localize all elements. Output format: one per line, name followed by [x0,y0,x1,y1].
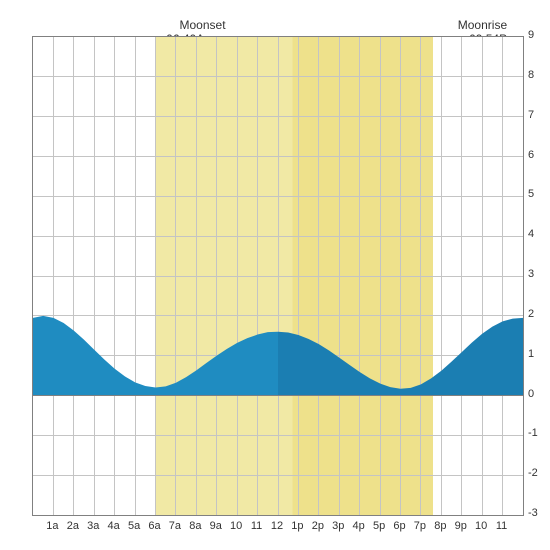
x-tick-label: 4a [104,520,124,550]
x-tick-label: 6a [145,520,165,550]
x-tick-label: 6p [390,520,410,550]
y-tick-label: -3 [528,507,548,519]
x-tick-label: 1p [287,520,307,550]
x-tick-label: 7a [165,520,185,550]
tide-moon-chart: Moonset 06:40A Moonrise 09:54P -3-2-1012… [0,0,550,550]
y-tick-label: 9 [528,29,548,41]
x-tick-label: 9a [206,520,226,550]
x-tick-label: 5p [369,520,389,550]
x-tick-label: 3p [328,520,348,550]
x-tick-label: 1a [42,520,62,550]
y-tick-label: -2 [528,467,548,479]
x-tick-label: 8a [185,520,205,550]
zero-line [33,395,523,396]
x-tick-label: 10 [471,520,491,550]
plot-area [32,36,524,516]
y-tick-label: 5 [528,188,548,200]
tide-area-am [33,37,278,515]
y-tick-label: 2 [528,308,548,320]
moonrise-title: Moonrise [458,18,507,32]
x-tick-label: 7p [410,520,430,550]
x-tick-label: 2a [63,520,83,550]
y-tick-label: 0 [528,388,548,400]
x-tick-label: 2p [308,520,328,550]
y-tick-label: 3 [528,268,548,280]
y-tick-label: -1 [528,427,548,439]
x-tick-label: 11 [247,520,267,550]
moonset-title: Moonset [180,18,226,32]
y-tick-label: 8 [528,69,548,81]
x-tick-label: 12 [267,520,287,550]
x-tick-label: 10 [226,520,246,550]
y-tick-label: 7 [528,109,548,121]
y-tick-label: 4 [528,228,548,240]
tide-area-pm [278,37,523,515]
y-tick-label: 6 [528,149,548,161]
y-tick-label: 1 [528,348,548,360]
x-tick-label: 5a [124,520,144,550]
x-tick-label: 4p [349,520,369,550]
x-tick-label: 11 [492,520,512,550]
x-tick-label: 9p [451,520,471,550]
x-tick-label: 3a [83,520,103,550]
x-tick-label: 8p [430,520,450,550]
